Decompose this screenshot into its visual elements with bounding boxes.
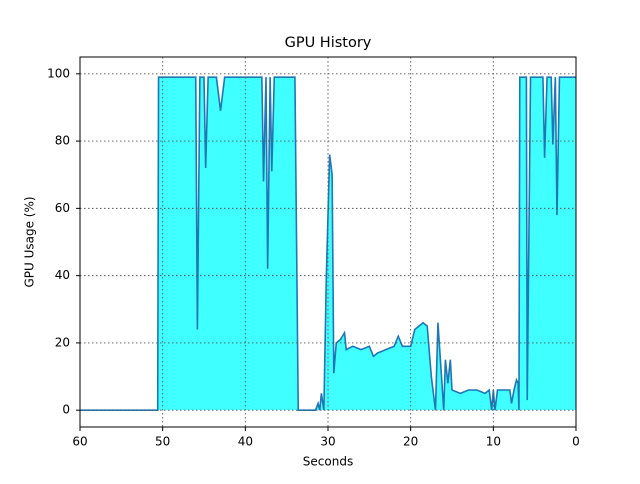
chart-title: GPU History [285,35,372,51]
x-axis-label: Seconds [303,455,353,469]
x-tick-label: 20 [403,435,418,449]
x-tick-label: 0 [572,435,580,449]
x-tick-label: 40 [238,435,253,449]
y-tick-label: 0 [62,403,70,417]
y-tick-label: 60 [55,201,70,215]
y-axis-label: GPU Usage (%) [23,196,37,287]
y-tick-label: 40 [55,268,70,282]
y-tick-label: 80 [55,134,70,148]
x-tick-label: 10 [486,435,501,449]
y-tick-label: 20 [55,335,70,349]
line [80,76,576,411]
x-tick-label: 60 [72,435,87,449]
x-tick-label: 30 [320,435,335,449]
y-tick-label: 100 [47,66,70,80]
plot-frame [79,56,577,428]
x-tick-label: 50 [155,435,170,449]
